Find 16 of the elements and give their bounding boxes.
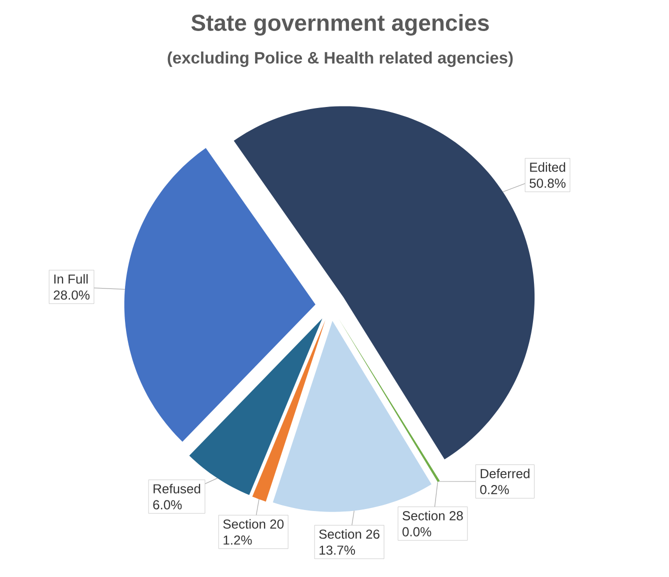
category-label: Section 28 bbox=[402, 510, 463, 520]
chart-subtitle: (excluding Police & Health related agencies) bbox=[168, 52, 513, 67]
data-label: 1.2% bbox=[224, 535, 252, 545]
data-label: 13.7% bbox=[320, 546, 355, 555]
data-label: 28.0% bbox=[54, 290, 90, 300]
slice-label: Edited bbox=[530, 162, 566, 172]
slice-label: Section 20 bbox=[223, 519, 284, 529]
text: 0.0% bbox=[402, 527, 432, 536]
data-label: 6.0% bbox=[153, 500, 182, 510]
slice-label: Deferred bbox=[480, 468, 530, 478]
chart-title: State government agencies bbox=[191, 14, 489, 36]
data-label: 0.2% bbox=[480, 485, 509, 494]
slice-label: Refused bbox=[154, 484, 200, 494]
slice-label: In Full bbox=[54, 274, 88, 284]
slice-label: Section 26 bbox=[319, 529, 380, 539]
data-label: 50.8% bbox=[530, 178, 566, 188]
